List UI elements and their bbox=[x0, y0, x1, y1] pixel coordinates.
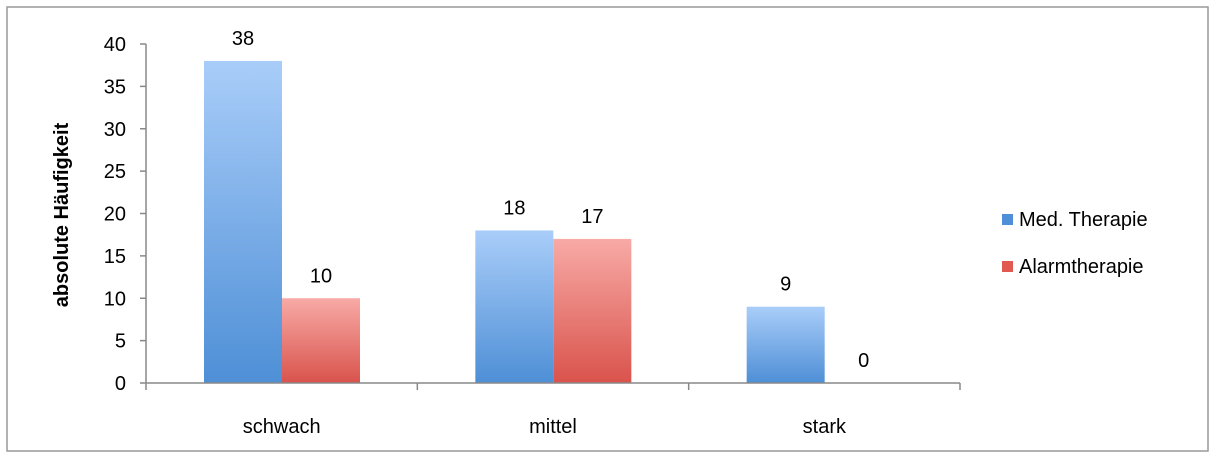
x-axis: schwach mittel stark bbox=[145, 382, 961, 438]
data-label: 17 bbox=[581, 206, 603, 228]
x-tick-label: stark bbox=[803, 416, 847, 438]
data-labels-group: 38 18 9 10 17 0 bbox=[232, 28, 869, 372]
legend: Med. Therapie Alarmtherapie bbox=[1002, 209, 1148, 278]
data-label: 10 bbox=[310, 265, 332, 287]
bar-series-0-stark bbox=[746, 306, 825, 383]
bar-series-0-schwach bbox=[204, 60, 282, 383]
y-tick-label: 35 bbox=[104, 76, 126, 98]
data-label: 18 bbox=[503, 197, 525, 219]
chart-border bbox=[6, 6, 1209, 452]
y-tick-label: 25 bbox=[104, 161, 126, 183]
y-tick-label: 20 bbox=[104, 204, 126, 226]
y-tick-label: 10 bbox=[104, 288, 126, 310]
x-tick-label: mittel bbox=[529, 416, 577, 438]
y-axis: 0 5 10 15 20 25 30 35 40 bbox=[104, 34, 147, 395]
data-label: 9 bbox=[780, 274, 791, 296]
y-tick-label: 40 bbox=[104, 34, 126, 56]
bar-series-0-mittel bbox=[475, 230, 554, 383]
data-label: 38 bbox=[232, 28, 254, 50]
bars-group bbox=[204, 60, 825, 383]
legend-label: Med. Therapie bbox=[1019, 209, 1148, 231]
y-tick-label: 30 bbox=[104, 119, 126, 141]
data-label: 0 bbox=[858, 350, 869, 372]
x-tick-label: schwach bbox=[243, 416, 321, 438]
legend-swatch bbox=[1002, 214, 1013, 225]
y-axis-label: absolute Häufigkeit bbox=[51, 122, 73, 307]
bar-series-1-mittel bbox=[553, 238, 632, 383]
legend-swatch bbox=[1002, 261, 1013, 272]
y-tick-label: 15 bbox=[104, 246, 126, 268]
bar-series-1-schwach bbox=[282, 298, 360, 383]
legend-label: Alarmtherapie bbox=[1019, 256, 1144, 278]
y-tick-label: 5 bbox=[115, 331, 126, 353]
y-tick-label: 0 bbox=[115, 373, 126, 395]
